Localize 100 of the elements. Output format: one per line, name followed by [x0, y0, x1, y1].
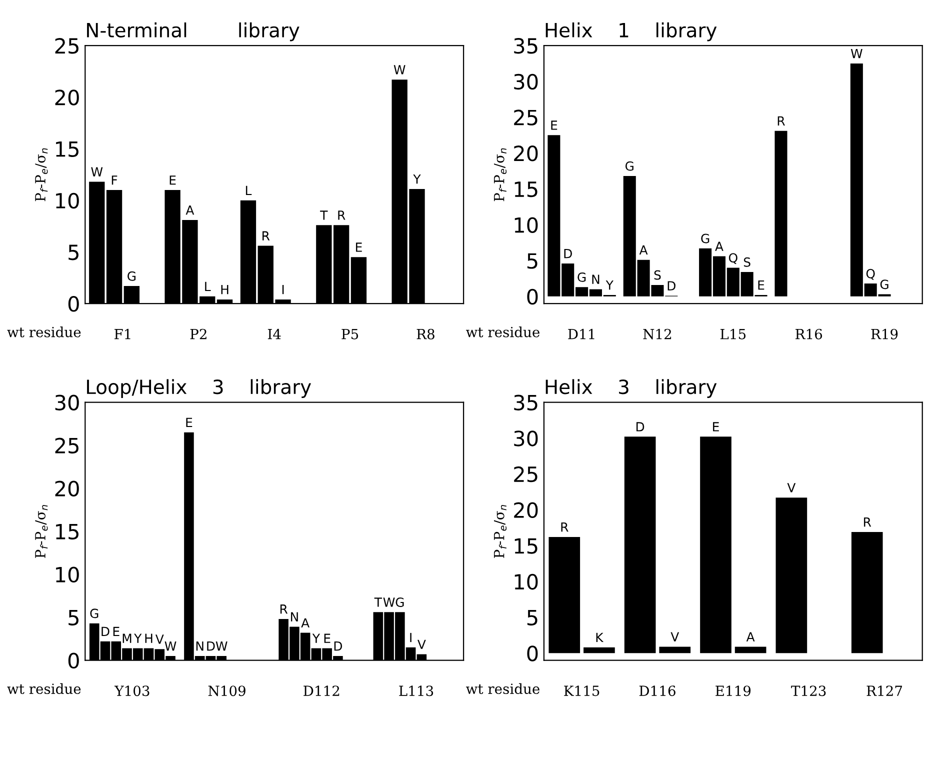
- bar: [584, 647, 615, 654]
- y-tick-label: 20: [55, 90, 79, 106]
- bar: [851, 532, 883, 654]
- data-label: V: [787, 483, 796, 492]
- x-tick-label: N109: [208, 686, 246, 696]
- data-label: E: [113, 626, 120, 636]
- y-tick-label: 15: [56, 141, 78, 157]
- data-label: Y: [606, 280, 614, 290]
- data-label: K: [596, 632, 604, 642]
- data-label: A: [639, 245, 648, 254]
- data-label: N: [196, 642, 204, 651]
- x-tick-label: F1: [114, 328, 130, 340]
- data-label: V: [670, 632, 680, 642]
- x-tick-label: L15: [720, 328, 746, 340]
- y-tick-label: 10: [56, 566, 79, 583]
- data-label: Q: [728, 253, 738, 264]
- data-label: R: [280, 604, 288, 614]
- data-label: R: [338, 210, 346, 220]
- y-tick-label: 15: [514, 538, 538, 554]
- x-tick-label: R19: [871, 328, 898, 340]
- y-tick-label: 25: [514, 466, 538, 482]
- bar: [548, 537, 580, 654]
- data-label: A: [746, 632, 755, 642]
- data-label: L: [205, 282, 211, 291]
- data-label: V: [418, 640, 426, 649]
- text: wt residue: [7, 326, 81, 338]
- data-label: A: [186, 206, 194, 215]
- x-tick-label: T123: [791, 686, 826, 696]
- y-tick-label: 10: [56, 192, 79, 209]
- text: wt residue: [466, 683, 540, 694]
- data-label: Y: [413, 174, 421, 184]
- x-tick-label: R8: [416, 328, 434, 340]
- y-tick-label: 5: [527, 253, 538, 269]
- x-tick-label: P5: [342, 329, 358, 340]
- bar: [776, 498, 808, 654]
- x-tick-label: R127: [866, 686, 902, 696]
- y-tick-label: 10: [514, 217, 538, 233]
- chart-title: Helix 3 library: [546, 379, 717, 398]
- bar: [774, 130, 788, 296]
- data-label: G: [625, 161, 634, 171]
- x-tick-label: D112: [304, 686, 340, 696]
- y-tick-label: 25: [55, 438, 78, 454]
- y-tick-label: 30: [514, 430, 538, 446]
- x-tick-label: E119: [716, 686, 751, 696]
- x-tick-label: L113: [399, 686, 434, 696]
- bar: [659, 646, 691, 654]
- text: wt residue: [466, 326, 540, 338]
- data-label: R: [864, 518, 872, 527]
- data-label: E: [186, 418, 192, 427]
- data-label: F: [112, 176, 118, 185]
- y-tick-label: 0: [527, 288, 538, 305]
- data-label: W: [216, 642, 228, 651]
- data-label: D: [636, 422, 644, 432]
- y-tick-label: 30: [514, 74, 538, 90]
- y-tick-label: 15: [514, 182, 538, 198]
- chart-title: Loop/Helix 3 library: [87, 379, 312, 398]
- data-label: W: [91, 167, 103, 176]
- data-label: W: [394, 65, 406, 74]
- data-label: T: [374, 598, 382, 607]
- bar: [624, 436, 656, 654]
- data-label: G: [396, 598, 404, 607]
- y-tick-label: 5: [68, 610, 78, 626]
- y-axis-title: P$_{f}$-P$_{e}$/σ$_{n}$: [494, 148, 507, 202]
- x-tick-label: K115: [564, 686, 600, 696]
- bar: [700, 436, 732, 654]
- y-tick-label: 25: [55, 38, 78, 54]
- y-tick-label: 10: [514, 574, 538, 590]
- data-label: W: [383, 598, 395, 607]
- data-label: R: [561, 522, 568, 532]
- x-tick-label: I4: [268, 328, 281, 340]
- data-label: A: [715, 242, 724, 251]
- data-label: G: [880, 280, 888, 290]
- data-label: S: [654, 270, 661, 280]
- data-label: N: [592, 274, 600, 284]
- data-label: S: [744, 257, 750, 267]
- y-tick-label: 25: [514, 110, 538, 126]
- y-tick-label: 0: [68, 652, 79, 669]
- chart-title: N-terminal library: [87, 22, 300, 42]
- y-axis-title: P$_{f}$-P$_{e}$/σ$_{n}$: [494, 505, 507, 558]
- data-label: G: [701, 234, 710, 244]
- y-tick-label: 35: [514, 38, 538, 54]
- data-label: E: [170, 176, 176, 185]
- data-label: N: [290, 612, 298, 622]
- data-label: R: [778, 116, 785, 126]
- data-label: G: [578, 272, 586, 282]
- y-tick-label: 20: [514, 146, 538, 162]
- y-axis-title: P$_{f}$-P$_{e}$/σ$_{n}$: [35, 148, 48, 202]
- data-label: I: [410, 632, 412, 642]
- data-label: E: [324, 634, 330, 643]
- x-tick-label: R16: [796, 328, 822, 340]
- data-label: W: [850, 48, 862, 58]
- bar: [734, 646, 766, 654]
- x-tick-label: D116: [639, 686, 676, 696]
- y-tick-label: 0: [527, 646, 538, 662]
- chart-title: Helix 1 library: [546, 22, 717, 42]
- data-label: E: [551, 120, 558, 130]
- data-label: G: [90, 608, 98, 618]
- data-label: D: [102, 626, 110, 636]
- y-tick-label: 20: [55, 480, 79, 496]
- data-label: W: [164, 642, 176, 651]
